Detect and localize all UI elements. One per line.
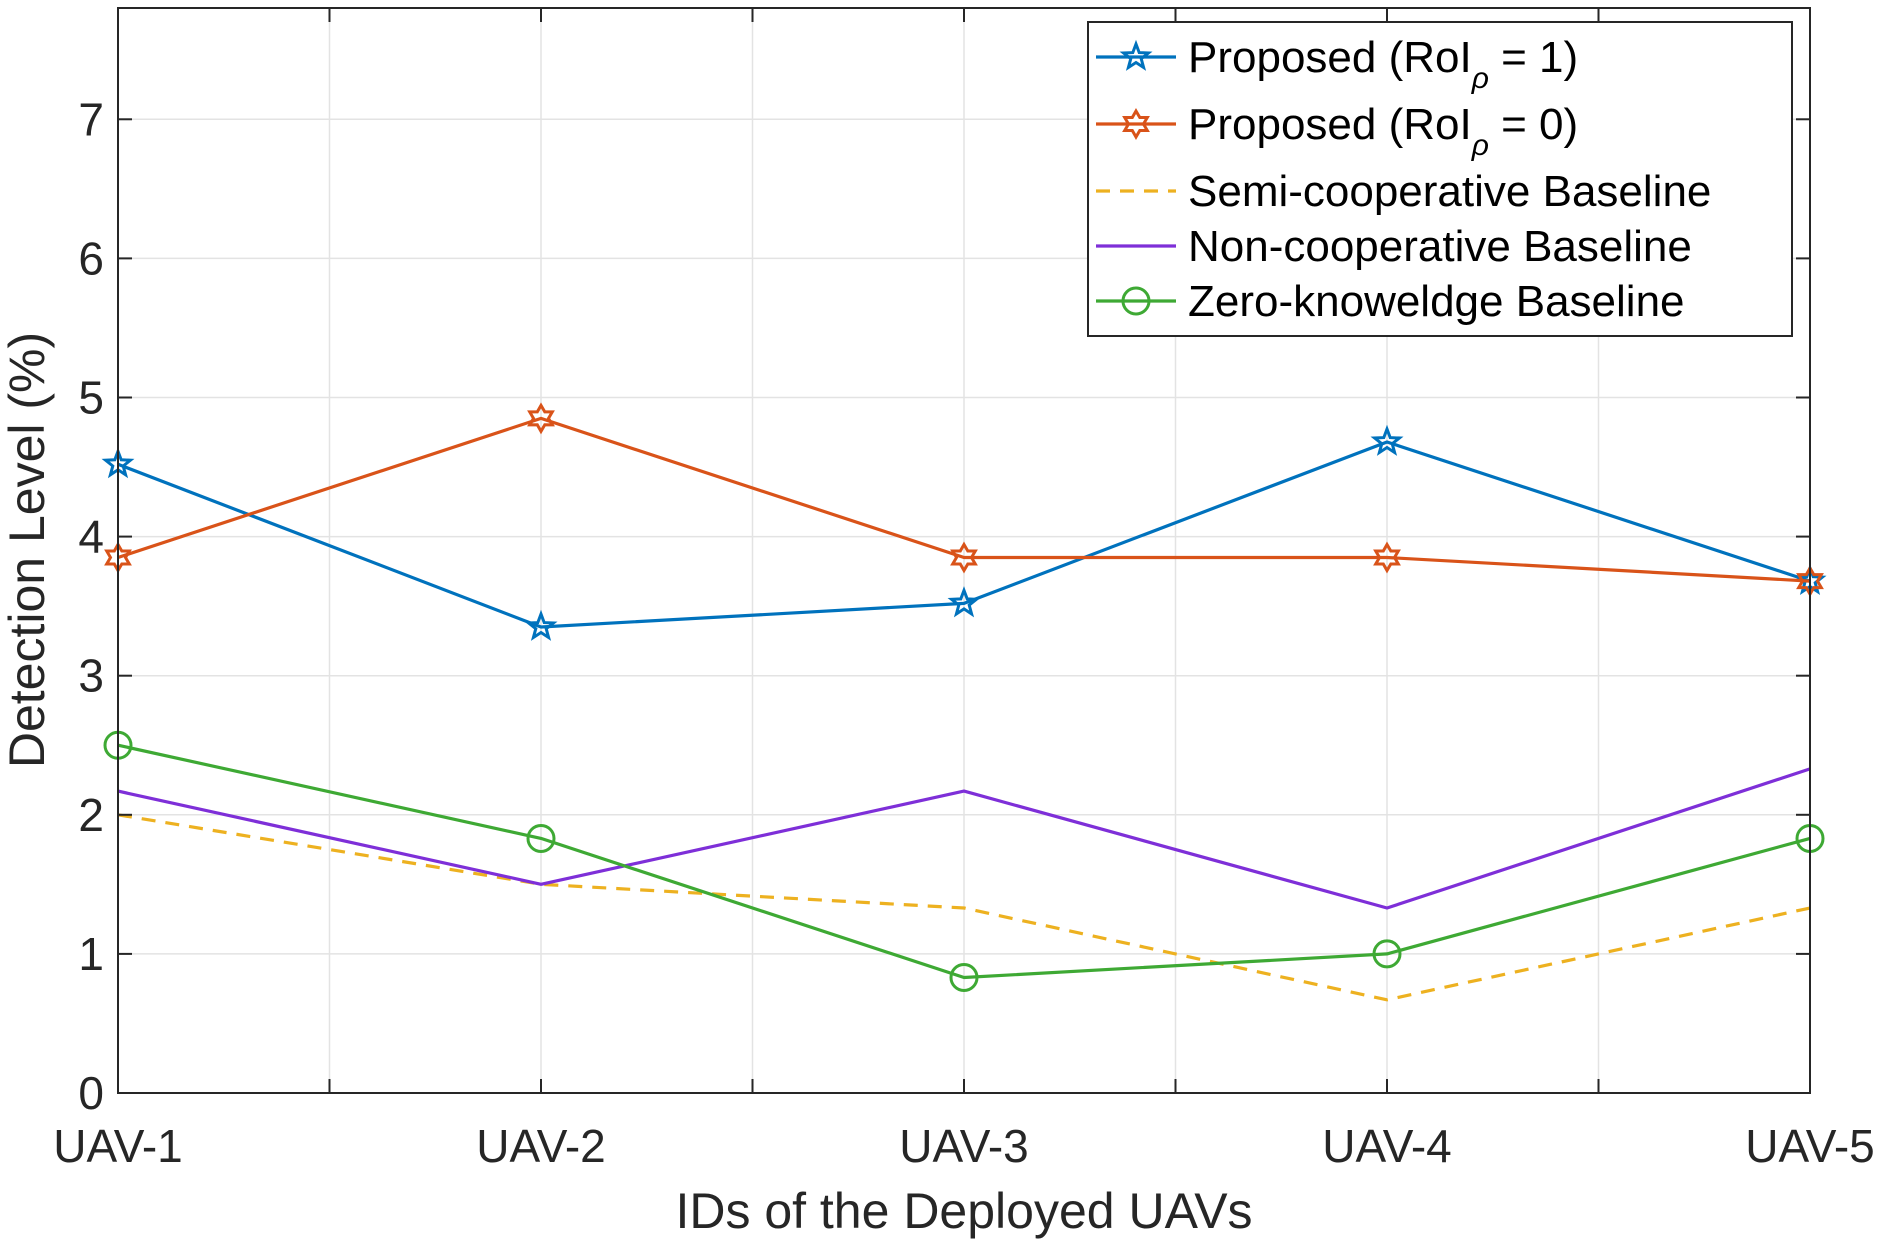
data-point — [947, 586, 981, 618]
y-tick-label: 4 — [78, 511, 104, 563]
legend-label: Proposed (RoIρ = 1) — [1188, 33, 1578, 95]
series-4 — [117, 767, 1811, 910]
data-point — [950, 541, 978, 574]
data-point — [1372, 939, 1402, 969]
legend-label: Zero-knoweldge Baseline — [1188, 277, 1685, 326]
data-point — [526, 823, 556, 853]
x-tick-label: UAV-2 — [476, 1120, 606, 1172]
legend-marker — [1122, 107, 1150, 141]
legend-marker — [1119, 39, 1153, 71]
legend-item: Zero-knoweldge Baseline — [1096, 277, 1685, 326]
y-tick-label: 1 — [78, 928, 104, 980]
legend-label: Non-cooperative Baseline — [1188, 222, 1692, 271]
series-line — [117, 440, 1811, 629]
legend-item: Semi-cooperative Baseline — [1096, 167, 1711, 216]
axis-ticks: 0 1 2 3 4 5 6 7 UAV-1 UAV-2 UAV-3 UAV-4 UAV-5 — [53, 8, 1875, 1172]
series-line — [117, 767, 1811, 910]
series-line — [117, 813, 1811, 1002]
series-line — [117, 743, 1811, 980]
y-axis-label: Detection Level (%) — [0, 332, 55, 768]
legend-item: Proposed (RoIρ = 1) — [1096, 33, 1578, 95]
x-tick-label: UAV-4 — [1322, 1120, 1452, 1172]
y-tick-label: 0 — [78, 1067, 104, 1119]
data-point — [524, 609, 558, 641]
x-axis-label: IDs of the Deployed UAVs — [675, 1183, 1252, 1239]
legend-marker — [1121, 286, 1151, 316]
x-tick-label: UAV-1 — [53, 1120, 183, 1172]
legend-label: Semi-cooperative Baseline — [1188, 167, 1711, 216]
legend-box — [1087, 21, 1793, 337]
legend-item: Proposed (RoIρ = 0) — [1096, 100, 1578, 162]
data-point — [1373, 541, 1401, 574]
y-tick-label: 3 — [78, 650, 104, 702]
y-tick-label: 5 — [78, 371, 104, 423]
data-point — [1370, 424, 1404, 456]
legend-label: Proposed (RoIρ = 0) — [1188, 100, 1578, 162]
y-tick-label: 2 — [78, 789, 104, 841]
x-tick-label: UAV-3 — [899, 1120, 1029, 1172]
y-tick-label: 7 — [78, 93, 104, 145]
series-3 — [117, 813, 1811, 1002]
series-line — [117, 416, 1811, 583]
grid-lines — [118, 8, 1810, 1093]
legend-item: Non-cooperative Baseline — [1096, 222, 1692, 271]
x-tick-label: UAV-5 — [1745, 1120, 1875, 1172]
legend: Proposed (RoIρ = 1)Proposed (RoIρ = 0) Se… — [1087, 21, 1793, 337]
data-point — [527, 402, 555, 435]
y-tick-label: 6 — [78, 232, 104, 284]
data-point — [949, 963, 979, 993]
